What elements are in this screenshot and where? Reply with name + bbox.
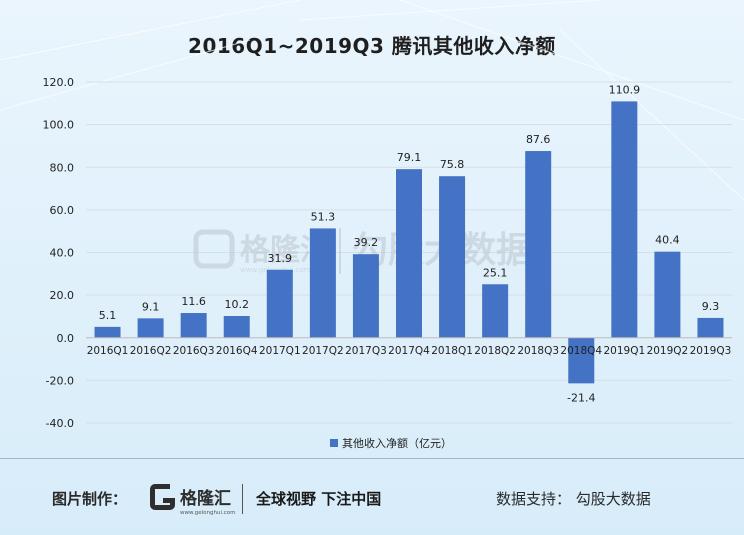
data-label: 11.6 bbox=[181, 295, 206, 308]
bar bbox=[697, 317, 724, 338]
bar bbox=[525, 151, 552, 338]
x-tick-label: 2016Q2 bbox=[130, 345, 172, 357]
legend: 其他收入净额（亿元） bbox=[330, 436, 452, 450]
x-tick-label: 2018Q2 bbox=[474, 345, 516, 357]
x-tick-label: 2017Q2 bbox=[302, 345, 344, 357]
y-tick-label: 80.0 bbox=[50, 161, 75, 174]
x-tick-label: 2019Q2 bbox=[647, 345, 689, 357]
bar bbox=[611, 101, 638, 338]
data-label: 10.2 bbox=[224, 298, 249, 311]
footer-divider bbox=[0, 458, 744, 459]
background-streak bbox=[0, 39, 251, 111]
bar bbox=[352, 254, 379, 338]
x-tick-label: 2018Q4 bbox=[560, 345, 602, 357]
data-label: 87.6 bbox=[526, 133, 551, 146]
brand-divider bbox=[242, 484, 243, 514]
y-tick-label: 120.0 bbox=[43, 76, 75, 89]
bar-chart: -40.0-20.00.020.040.060.080.0100.0120.0格… bbox=[0, 0, 744, 450]
watermark-logo-icon bbox=[193, 229, 235, 269]
bar bbox=[180, 313, 207, 338]
x-tick-label: 2018Q1 bbox=[431, 345, 473, 357]
slogan: 全球视野 下注中国 bbox=[256, 490, 382, 508]
x-tick-label: 2017Q4 bbox=[388, 345, 430, 357]
data-label: 9.3 bbox=[702, 300, 720, 313]
brand-g-icon bbox=[150, 484, 175, 510]
data-label: 9.1 bbox=[142, 300, 160, 313]
x-tick-label: 2016Q1 bbox=[87, 345, 129, 357]
x-tick-label: 2016Q4 bbox=[216, 345, 258, 357]
legend-label: 其他收入净额（亿元） bbox=[342, 436, 452, 450]
x-tick-label: 2016Q3 bbox=[173, 345, 215, 357]
data-label: 39.2 bbox=[354, 236, 379, 249]
data-label: 110.9 bbox=[609, 83, 641, 96]
bar bbox=[94, 326, 121, 338]
bar bbox=[223, 316, 250, 338]
x-tick-label: 2017Q1 bbox=[259, 345, 301, 357]
data-label: 25.1 bbox=[483, 266, 508, 279]
x-tick-label: 2019Q3 bbox=[690, 345, 732, 357]
bar bbox=[482, 284, 509, 338]
x-tick-label: 2017Q3 bbox=[345, 345, 387, 357]
bar bbox=[309, 228, 336, 338]
bar bbox=[396, 169, 422, 338]
bar bbox=[568, 337, 595, 384]
data-support: 数据支持： 勾股大数据 bbox=[496, 490, 651, 508]
data-label: 5.1 bbox=[99, 309, 117, 322]
chart-title: 2016Q1~2019Q3 腾讯其他收入净额 bbox=[188, 34, 556, 58]
x-tick-label: 2018Q3 bbox=[517, 345, 559, 357]
background-streak bbox=[0, 0, 301, 61]
bar bbox=[439, 176, 466, 338]
background-streak bbox=[559, 29, 744, 201]
background-streak bbox=[399, 0, 744, 121]
data-label: 51.3 bbox=[311, 210, 336, 223]
x-tick-label: 2019Q1 bbox=[603, 345, 645, 357]
legend-swatch bbox=[330, 439, 338, 447]
y-tick-label: -40.0 bbox=[46, 417, 74, 430]
data-label: 40.4 bbox=[655, 234, 680, 247]
y-tick-label: 60.0 bbox=[50, 204, 75, 217]
footer: 图片制作： 格隆汇 www.gelonghui.com 全球视野 下注中国 数据… bbox=[0, 470, 744, 525]
data-label: 75.8 bbox=[440, 158, 465, 171]
background-streak bbox=[299, 0, 601, 21]
y-tick-label: 40.0 bbox=[50, 247, 75, 260]
bar bbox=[266, 269, 293, 338]
brand-url: www.gelonghui.com bbox=[180, 510, 235, 516]
data-label: 79.1 bbox=[397, 151, 422, 164]
data-label: 31.9 bbox=[268, 252, 293, 265]
bar bbox=[654, 251, 681, 338]
background-streaks bbox=[0, 0, 744, 201]
bar bbox=[137, 318, 164, 338]
y-tick-label: 100.0 bbox=[43, 119, 75, 132]
y-tick-label: -20.0 bbox=[46, 374, 74, 387]
credit-label: 图片制作： bbox=[52, 490, 128, 508]
brand-name: 格隆汇 bbox=[180, 488, 231, 509]
brand-logo-icon: 格隆汇 www.gelonghui.com bbox=[150, 484, 235, 516]
y-tick-label: 20.0 bbox=[50, 289, 75, 302]
y-tick-label: 0.0 bbox=[57, 332, 75, 345]
data-label: -21.4 bbox=[567, 391, 595, 404]
